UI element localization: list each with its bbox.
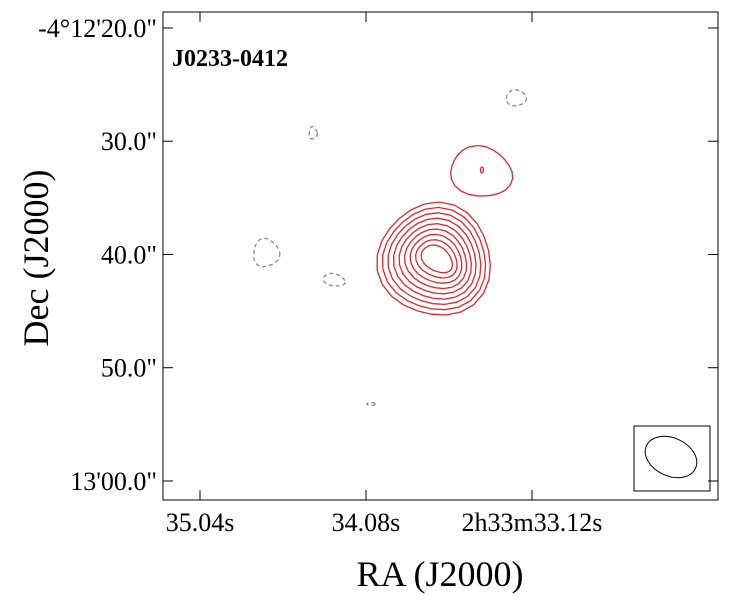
y-axis-label: Dec (J2000): [16, 170, 56, 347]
x-tick-label: 34.08s: [332, 508, 401, 537]
x-tick-label: 35.04s: [166, 508, 235, 537]
contour: [366, 401, 376, 407]
contour: [409, 233, 463, 284]
chart-title: J0233-0412: [172, 46, 288, 72]
contour: [387, 212, 482, 306]
contours: [253, 89, 528, 407]
contour: [253, 237, 281, 268]
contour: [479, 166, 485, 174]
y-tick-label: -4°12'20.0": [38, 14, 157, 43]
x-axis-label: RA (J2000): [356, 554, 523, 594]
contour: [398, 222, 472, 295]
y-tick-label: 13'00.0": [70, 467, 157, 496]
beam-box: [633, 425, 711, 492]
contour: [393, 217, 477, 300]
contour: [420, 244, 454, 274]
contour: [404, 228, 468, 290]
y-tick-label: 30.0": [101, 127, 157, 156]
y-tick-label: 40.0": [101, 240, 157, 269]
contour: [308, 125, 318, 140]
contour: [414, 239, 458, 279]
beam: [644, 435, 698, 479]
contour: [382, 206, 487, 311]
x-tick-label: 2h33m33.12s: [462, 508, 603, 537]
contour: [505, 89, 528, 107]
contour: [376, 201, 491, 316]
plot-frame: [162, 11, 719, 501]
contour: [322, 272, 346, 287]
y-tick-label: 50.0": [101, 354, 157, 383]
contour: [450, 144, 514, 197]
